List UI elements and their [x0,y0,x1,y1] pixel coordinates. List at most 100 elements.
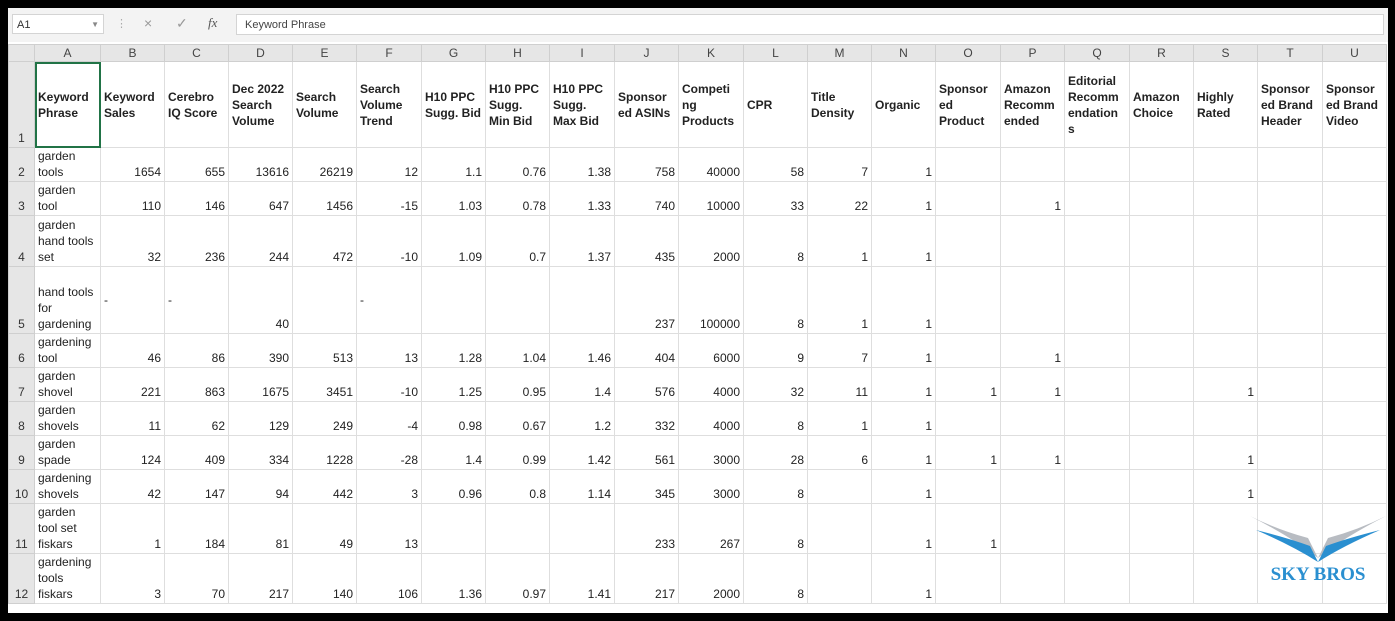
cell-l11[interactable]: 8 [743,503,808,554]
cell-g7[interactable]: 1.25 [421,367,486,402]
cell-i12[interactable]: 1.41 [549,553,615,604]
cell-l2[interactable]: 58 [743,147,808,182]
column-header-k[interactable]: K [678,44,744,62]
row-header-5[interactable]: 5 [8,266,35,334]
cell-g11[interactable] [421,503,486,554]
cell-p5[interactable] [1000,266,1065,334]
header-cell-b[interactable]: Keyword Sales [100,61,165,148]
cell-b10[interactable]: 42 [100,469,165,504]
cell-c3[interactable]: 146 [164,181,229,216]
cell-p6[interactable]: 1 [1000,333,1065,368]
column-header-i[interactable]: I [549,44,615,62]
cell-p12[interactable] [1000,553,1065,604]
cell-a6[interactable]: gardening tool [34,333,101,368]
cell-k6[interactable]: 6000 [678,333,744,368]
cell-t9[interactable] [1257,435,1323,470]
cell-j6[interactable]: 404 [614,333,679,368]
cell-r12[interactable] [1129,553,1194,604]
cell-f5[interactable]: - [356,266,422,334]
cell-b2[interactable]: 1654 [100,147,165,182]
cell-p3[interactable]: 1 [1000,181,1065,216]
cell-n12[interactable]: 1 [871,553,936,604]
cell-g10[interactable]: 0.96 [421,469,486,504]
cell-a4[interactable]: garden hand tools set [34,215,101,267]
cell-e12[interactable]: 140 [292,553,357,604]
cell-n6[interactable]: 1 [871,333,936,368]
row-header-2[interactable]: 2 [8,147,35,182]
row-header-1[interactable]: 1 [8,61,35,148]
cell-a7[interactable]: garden shovel [34,367,101,402]
cell-i10[interactable]: 1.14 [549,469,615,504]
cell-b6[interactable]: 46 [100,333,165,368]
cell-g5[interactable] [421,266,486,334]
cell-p10[interactable] [1000,469,1065,504]
cell-a3[interactable]: garden tool [34,181,101,216]
cell-t4[interactable] [1257,215,1323,267]
cell-s5[interactable] [1193,266,1258,334]
name-box[interactable]: A1 ▼ [12,14,104,34]
cell-p11[interactable] [1000,503,1065,554]
cell-n2[interactable]: 1 [871,147,936,182]
cell-d2[interactable]: 13616 [228,147,293,182]
cell-p4[interactable] [1000,215,1065,267]
cell-l3[interactable]: 33 [743,181,808,216]
cell-o7[interactable]: 1 [935,367,1001,402]
header-cell-a[interactable]: Keyword Phrase [34,61,101,148]
cell-u8[interactable] [1322,401,1387,436]
header-cell-j[interactable]: Sponsor ed ASINs [614,61,679,148]
cell-s10[interactable]: 1 [1193,469,1258,504]
cell-u4[interactable] [1322,215,1387,267]
cell-c2[interactable]: 655 [164,147,229,182]
cell-m11[interactable] [807,503,872,554]
cell-f4[interactable]: -10 [356,215,422,267]
cell-g9[interactable]: 1.4 [421,435,486,470]
cell-l12[interactable]: 8 [743,553,808,604]
cell-b9[interactable]: 124 [100,435,165,470]
header-cell-p[interactable]: Amazon Recomm ended [1000,61,1065,148]
cell-h11[interactable] [485,503,550,554]
cell-d10[interactable]: 94 [228,469,293,504]
cell-b12[interactable]: 3 [100,553,165,604]
cell-j3[interactable]: 740 [614,181,679,216]
cell-r11[interactable] [1129,503,1194,554]
cell-r4[interactable] [1129,215,1194,267]
column-header-l[interactable]: L [743,44,808,62]
cell-s9[interactable]: 1 [1193,435,1258,470]
column-header-s[interactable]: S [1193,44,1258,62]
cell-b5[interactable]: - [100,266,165,334]
cell-i8[interactable]: 1.2 [549,401,615,436]
cell-k4[interactable]: 2000 [678,215,744,267]
cell-l10[interactable]: 8 [743,469,808,504]
cell-h6[interactable]: 1.04 [485,333,550,368]
cell-l7[interactable]: 32 [743,367,808,402]
cell-u5[interactable] [1322,266,1387,334]
header-cell-m[interactable]: Title Density [807,61,872,148]
cell-a11[interactable]: garden tool set fiskars [34,503,101,554]
cell-d8[interactable]: 129 [228,401,293,436]
cell-g4[interactable]: 1.09 [421,215,486,267]
cell-c4[interactable]: 236 [164,215,229,267]
row-header-8[interactable]: 8 [8,401,35,436]
header-cell-c[interactable]: Cerebro IQ Score [164,61,229,148]
row-header-12[interactable]: 12 [8,553,35,604]
cell-o6[interactable] [935,333,1001,368]
cell-k12[interactable]: 2000 [678,553,744,604]
cell-k11[interactable]: 267 [678,503,744,554]
cell-m7[interactable]: 11 [807,367,872,402]
select-all-corner[interactable] [8,44,35,62]
cell-u10[interactable] [1322,469,1387,504]
column-header-r[interactable]: R [1129,44,1194,62]
column-header-g[interactable]: G [421,44,486,62]
cell-m9[interactable]: 6 [807,435,872,470]
cell-d4[interactable]: 244 [228,215,293,267]
cell-b7[interactable]: 221 [100,367,165,402]
cell-n3[interactable]: 1 [871,181,936,216]
cell-q9[interactable] [1064,435,1130,470]
cell-j11[interactable]: 233 [614,503,679,554]
cell-q5[interactable] [1064,266,1130,334]
column-header-u[interactable]: U [1322,44,1387,62]
cell-c8[interactable]: 62 [164,401,229,436]
cell-q12[interactable] [1064,553,1130,604]
cell-q7[interactable] [1064,367,1130,402]
cell-s7[interactable]: 1 [1193,367,1258,402]
